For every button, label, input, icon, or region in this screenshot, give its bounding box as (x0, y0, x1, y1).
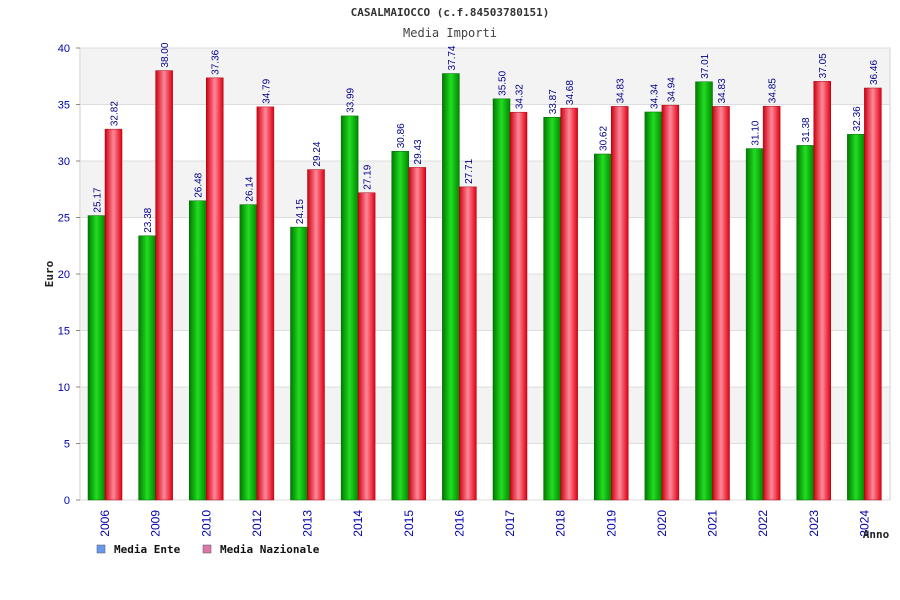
bar-media-nazionale-2024 (864, 87, 882, 501)
bar-media-ente-2022 (745, 148, 764, 501)
x-tick-label-2019: 2019 (604, 510, 618, 537)
value-label-media-nazionale-2014: 27.19 (363, 164, 374, 189)
y-tick-label: 15 (58, 326, 70, 338)
value-label-media-nazionale-2006: 32.82 (110, 101, 121, 126)
x-tick-label-2014: 2014 (351, 510, 365, 537)
value-label-media-nazionale-2017: 34.32 (515, 84, 526, 109)
chart-subtitle: Media Importi (403, 26, 497, 40)
y-tick-label: 20 (58, 269, 70, 281)
value-label-media-ente-2022: 31.10 (751, 120, 762, 145)
bar-media-nazionale-2020 (661, 104, 680, 501)
value-label-media-ente-2016: 37.74 (447, 45, 458, 70)
bar-media-ente-2019 (594, 153, 612, 501)
bar-media-ente-2012 (239, 204, 258, 501)
value-label-media-ente-2010: 26.48 (194, 172, 205, 197)
value-label-media-nazionale-2009: 38.00 (160, 42, 171, 67)
value-label-media-ente-2006: 25.17 (93, 187, 104, 212)
y-tick-label: 5 (64, 439, 70, 451)
bar-media-ente-2010 (189, 200, 207, 501)
x-tick-label-2009: 2009 (149, 510, 163, 537)
bar-media-nazionale-2014 (357, 192, 376, 501)
chart-title: CASALMAIOCCO (c.f.84503780151) (351, 6, 550, 19)
bar-media-ente-2024 (847, 134, 865, 501)
x-tick-label-2021: 2021 (706, 510, 720, 537)
value-label-media-ente-2019: 30.62 (599, 126, 610, 151)
x-tick-label-2016: 2016 (452, 510, 466, 537)
value-label-media-ente-2023: 31.38 (801, 117, 812, 142)
legend-swatch-media-nazionale (202, 544, 212, 554)
value-label-media-nazionale-2015: 29.43 (413, 139, 424, 164)
value-label-media-ente-2012: 26.14 (244, 176, 255, 201)
value-label-media-nazionale-2020: 34.94 (666, 77, 677, 102)
legend: Media Ente Media Nazionale (96, 543, 320, 556)
x-tick-label-2018: 2018 (554, 510, 568, 537)
value-label-media-ente-2021: 37.01 (700, 53, 711, 78)
value-label-media-nazionale-2013: 29.24 (312, 141, 323, 166)
bar-media-ente-2009 (138, 235, 156, 501)
bar-media-nazionale-2009 (155, 70, 173, 501)
y-tick-label: 10 (58, 382, 70, 394)
bar-media-ente-2023 (796, 145, 814, 501)
x-tick-label-2022: 2022 (756, 510, 770, 537)
y-tick-label: 30 (58, 156, 70, 168)
value-label-media-nazionale-2022: 34.85 (768, 78, 779, 103)
x-tick-label-2020: 2020 (655, 510, 669, 537)
x-tick-label-2024: 2024 (857, 510, 871, 537)
value-label-media-ente-2024: 32.36 (852, 106, 863, 131)
value-label-media-nazionale-2010: 37.36 (211, 49, 222, 74)
y-tick-label: 0 (64, 495, 70, 507)
bar-media-ente-2017 (492, 98, 511, 501)
value-label-media-nazionale-2021: 34.83 (717, 78, 728, 103)
y-axis-label: Euro (43, 260, 56, 287)
bar-media-nazionale-2016 (459, 186, 477, 501)
x-tick-label-2006: 2006 (98, 510, 112, 537)
bar-media-nazionale-2013 (307, 169, 325, 501)
bar-media-ente-2015 (391, 151, 409, 501)
value-label-media-ente-2020: 34.34 (649, 83, 660, 108)
x-tick-label-2010: 2010 (199, 510, 213, 537)
bar-media-nazionale-2021 (712, 106, 730, 501)
value-label-media-ente-2015: 30.86 (396, 123, 407, 148)
bar-media-nazionale-2006 (104, 128, 123, 501)
bar-media-nazionale-2019 (611, 106, 629, 501)
x-tick-label-2023: 2023 (807, 510, 821, 537)
bar-media-nazionale-2023 (813, 81, 831, 501)
x-tick-label-2012: 2012 (250, 510, 264, 537)
value-label-media-nazionale-2023: 37.05 (818, 53, 829, 78)
bar-media-ente-2013 (290, 226, 308, 501)
bar-media-ente-2018 (543, 117, 561, 501)
value-label-media-nazionale-2012: 34.79 (261, 78, 272, 103)
value-label-media-ente-2014: 33.99 (346, 87, 357, 112)
bar-media-ente-2014 (340, 115, 359, 501)
bar-media-nazionale-2018 (560, 107, 578, 501)
value-label-media-nazionale-2016: 27.71 (464, 158, 475, 183)
bar-media-nazionale-2012 (256, 106, 275, 501)
bar-media-ente-2016 (442, 73, 460, 501)
value-label-media-nazionale-2018: 34.68 (565, 80, 576, 105)
bar-media-nazionale-2015 (408, 167, 426, 501)
bar-media-nazionale-2010 (206, 77, 224, 501)
bar-media-nazionale-2017 (509, 111, 528, 501)
y-tick-label: 40 (58, 43, 70, 55)
value-label-media-ente-2018: 33.87 (548, 89, 559, 114)
bar-media-nazionale-2022 (762, 105, 781, 501)
bar-media-ente-2021 (695, 81, 713, 501)
value-label-media-ente-2009: 23.38 (143, 207, 154, 232)
value-label-media-nazionale-2019: 34.83 (616, 78, 627, 103)
value-label-media-ente-2017: 35.50 (498, 70, 509, 95)
legend-swatch-media-ente (96, 544, 106, 554)
bar-media-ente-2020 (644, 111, 663, 501)
legend-label-media-nazionale: Media Nazionale (220, 543, 320, 556)
value-label-media-ente-2013: 24.15 (295, 199, 306, 224)
x-tick-label-2015: 2015 (402, 510, 416, 537)
x-tick-label-2017: 2017 (503, 510, 517, 537)
x-tick-label-2013: 2013 (301, 510, 315, 537)
y-tick-label: 35 (58, 100, 70, 112)
x-axis-label: Anno (863, 528, 890, 541)
bar-media-ente-2006 (87, 215, 106, 501)
value-label-media-nazionale-2024: 36.46 (869, 60, 880, 85)
legend-label-media-ente: Media Ente (114, 543, 181, 556)
y-tick-label: 25 (58, 213, 70, 225)
